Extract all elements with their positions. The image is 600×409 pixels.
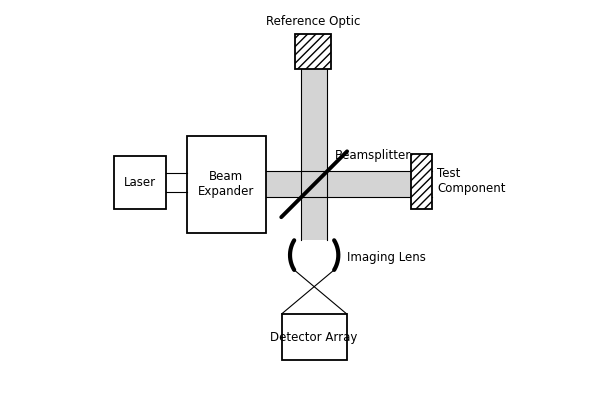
Text: Test
Component: Test Component (437, 167, 506, 195)
Bar (266, 171, 433, 197)
Text: Reference Optic: Reference Optic (266, 16, 360, 28)
Text: Detector Array: Detector Array (271, 330, 358, 344)
Text: Beamsplitter: Beamsplitter (334, 149, 410, 162)
Text: Laser: Laser (124, 176, 156, 189)
Bar (412, 154, 433, 209)
Text: Imaging Lens: Imaging Lens (347, 251, 425, 264)
Bar (282, 314, 347, 360)
Text: Beam
Expander: Beam Expander (198, 170, 254, 198)
Bar (187, 136, 266, 233)
Bar (114, 156, 166, 209)
Bar (295, 34, 331, 69)
Bar (301, 69, 327, 240)
